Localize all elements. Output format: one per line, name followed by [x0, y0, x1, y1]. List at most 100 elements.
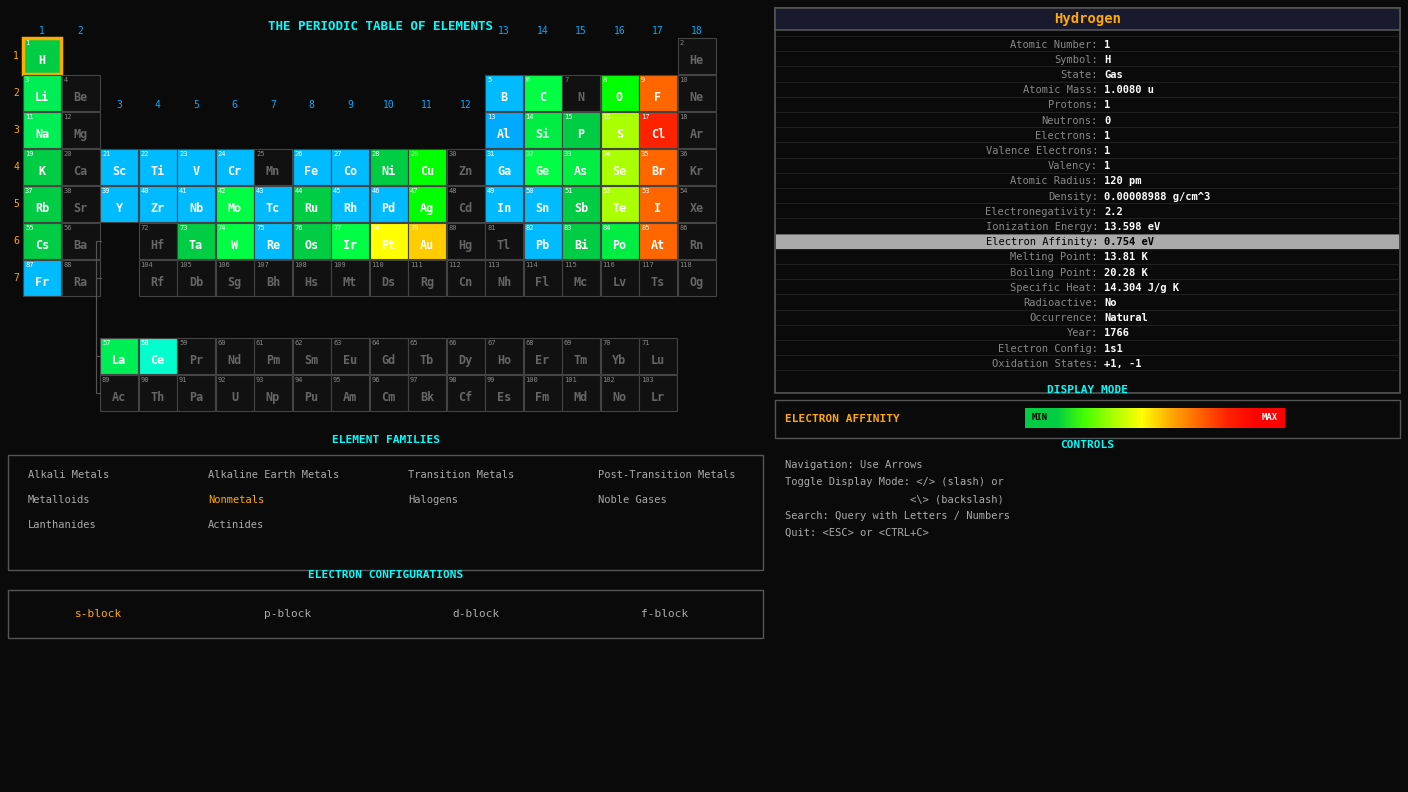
- Bar: [23, 75, 61, 111]
- Text: P: P: [577, 128, 584, 141]
- Text: 107: 107: [256, 262, 269, 268]
- Bar: [100, 149, 138, 185]
- Text: 18: 18: [691, 26, 703, 36]
- Text: 57: 57: [101, 340, 110, 345]
- Text: 53: 53: [641, 188, 649, 194]
- Text: Atomic Radius:: Atomic Radius:: [1011, 177, 1098, 186]
- Bar: [1110, 408, 1111, 428]
- Text: Pm: Pm: [266, 353, 280, 367]
- Text: Na: Na: [35, 128, 49, 141]
- Text: Og: Og: [690, 276, 704, 289]
- Bar: [639, 149, 677, 185]
- Text: Protons:: Protons:: [1048, 101, 1098, 110]
- Bar: [1081, 408, 1084, 428]
- Text: Ho: Ho: [497, 353, 511, 367]
- Bar: [215, 149, 253, 185]
- Text: 59: 59: [179, 340, 187, 345]
- Text: Ge: Ge: [535, 165, 549, 178]
- Text: 78: 78: [372, 225, 380, 231]
- Text: Mg: Mg: [73, 128, 87, 141]
- Bar: [1209, 408, 1211, 428]
- Bar: [62, 186, 100, 222]
- Bar: [1140, 408, 1143, 428]
- Bar: [23, 223, 61, 259]
- Bar: [408, 337, 446, 374]
- Bar: [408, 186, 446, 222]
- Text: Noble Gases: Noble Gases: [598, 495, 667, 505]
- Bar: [253, 337, 291, 374]
- Text: ELEMENT FAMILIES: ELEMENT FAMILIES: [331, 435, 439, 445]
- Bar: [1107, 408, 1110, 428]
- Text: Rb: Rb: [35, 202, 49, 215]
- Bar: [1247, 408, 1249, 428]
- Text: Te: Te: [612, 202, 627, 215]
- Bar: [446, 337, 484, 374]
- Bar: [524, 223, 562, 259]
- Text: 29: 29: [410, 151, 418, 157]
- Bar: [1119, 408, 1122, 428]
- Bar: [1178, 408, 1181, 428]
- Text: 1.0080 u: 1.0080 u: [1104, 86, 1155, 95]
- Bar: [1063, 408, 1066, 428]
- Text: 8: 8: [603, 77, 607, 83]
- Bar: [253, 375, 291, 411]
- Text: 120 pm: 120 pm: [1104, 177, 1142, 186]
- Bar: [1079, 408, 1081, 428]
- Bar: [524, 337, 562, 374]
- Text: 118: 118: [680, 262, 693, 268]
- Bar: [774, 8, 1400, 30]
- Text: 7: 7: [565, 77, 569, 83]
- Bar: [138, 223, 176, 259]
- Bar: [369, 223, 407, 259]
- Bar: [562, 149, 600, 185]
- Bar: [1207, 408, 1209, 428]
- Text: 60: 60: [217, 340, 227, 345]
- Text: C: C: [539, 91, 546, 104]
- Bar: [62, 223, 100, 259]
- Text: Alkaline Earth Metals: Alkaline Earth Metals: [208, 470, 339, 480]
- Text: 4: 4: [13, 162, 18, 172]
- Bar: [1255, 408, 1286, 428]
- Bar: [1187, 408, 1190, 428]
- Text: 1766: 1766: [1104, 329, 1129, 338]
- Text: Th: Th: [151, 390, 165, 403]
- Bar: [369, 186, 407, 222]
- Text: 74: 74: [217, 225, 227, 231]
- Text: U: U: [231, 390, 238, 403]
- Bar: [562, 75, 600, 111]
- Bar: [1231, 408, 1233, 428]
- Text: 33: 33: [565, 151, 573, 157]
- Text: Eu: Eu: [344, 353, 358, 367]
- Text: 6: 6: [231, 100, 238, 110]
- Text: 13.81 K: 13.81 K: [1104, 253, 1148, 262]
- Text: Mc: Mc: [574, 276, 589, 289]
- Text: Ce: Ce: [151, 353, 165, 367]
- Bar: [1135, 408, 1138, 428]
- Text: Lv: Lv: [612, 276, 627, 289]
- Text: 104: 104: [141, 262, 153, 268]
- Text: 103: 103: [641, 377, 653, 383]
- Text: Sc: Sc: [111, 165, 127, 178]
- Text: 1: 1: [1104, 146, 1111, 156]
- Bar: [177, 186, 215, 222]
- Text: f-block: f-block: [641, 609, 689, 619]
- Text: 22: 22: [141, 151, 149, 157]
- Bar: [1226, 408, 1229, 428]
- Bar: [331, 337, 369, 374]
- Bar: [484, 186, 522, 222]
- Bar: [62, 260, 100, 296]
- Text: 30: 30: [449, 151, 458, 157]
- Text: Neutrons:: Neutrons:: [1042, 116, 1098, 126]
- Text: 5: 5: [193, 100, 199, 110]
- Text: Li: Li: [35, 91, 49, 104]
- Text: 5: 5: [13, 199, 18, 209]
- Bar: [1245, 408, 1247, 428]
- Bar: [1149, 408, 1152, 428]
- Text: O: O: [615, 91, 624, 104]
- Text: 83: 83: [565, 225, 573, 231]
- Text: 1: 1: [1104, 162, 1111, 171]
- Text: 80: 80: [449, 225, 458, 231]
- Bar: [1177, 408, 1180, 428]
- Text: Ac: Ac: [111, 390, 127, 403]
- Text: 86: 86: [680, 225, 689, 231]
